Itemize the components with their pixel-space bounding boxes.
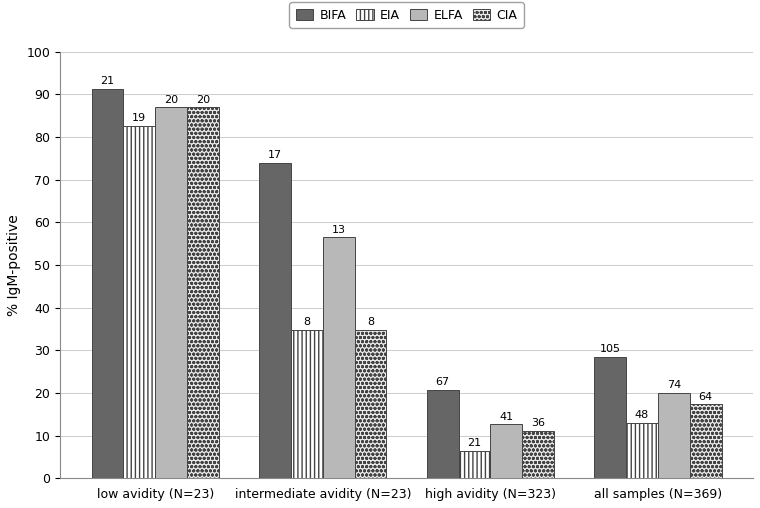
- Bar: [187, 107, 219, 479]
- Y-axis label: % IgM-positive: % IgM-positive: [7, 214, 21, 316]
- Bar: [123, 126, 155, 479]
- Bar: [426, 390, 458, 479]
- Bar: [259, 163, 291, 479]
- Text: 105: 105: [600, 344, 621, 354]
- Bar: [522, 431, 554, 479]
- Legend: BIFA, EIA, ELFA, CIA: BIFA, EIA, ELFA, CIA: [290, 3, 524, 28]
- Text: 19: 19: [132, 113, 147, 123]
- Bar: [155, 107, 187, 479]
- Bar: [626, 423, 658, 479]
- Text: 41: 41: [499, 411, 513, 422]
- Text: 64: 64: [698, 392, 713, 402]
- Text: 21: 21: [100, 76, 115, 86]
- Bar: [291, 330, 323, 479]
- Bar: [658, 393, 690, 479]
- Text: 8: 8: [303, 318, 310, 327]
- Bar: [690, 404, 721, 479]
- Bar: [355, 330, 387, 479]
- Text: 21: 21: [467, 438, 482, 448]
- Bar: [490, 424, 522, 479]
- Bar: [323, 237, 355, 479]
- Text: 8: 8: [367, 318, 374, 327]
- Text: 67: 67: [435, 377, 450, 387]
- Text: 20: 20: [196, 94, 210, 105]
- Text: 36: 36: [531, 418, 545, 428]
- Text: 17: 17: [268, 150, 282, 161]
- Text: 20: 20: [164, 94, 179, 105]
- Bar: [458, 451, 490, 479]
- Bar: [92, 89, 123, 479]
- Text: 74: 74: [667, 380, 681, 390]
- Text: 13: 13: [331, 225, 346, 235]
- Text: 48: 48: [635, 410, 649, 420]
- Bar: [594, 357, 626, 479]
